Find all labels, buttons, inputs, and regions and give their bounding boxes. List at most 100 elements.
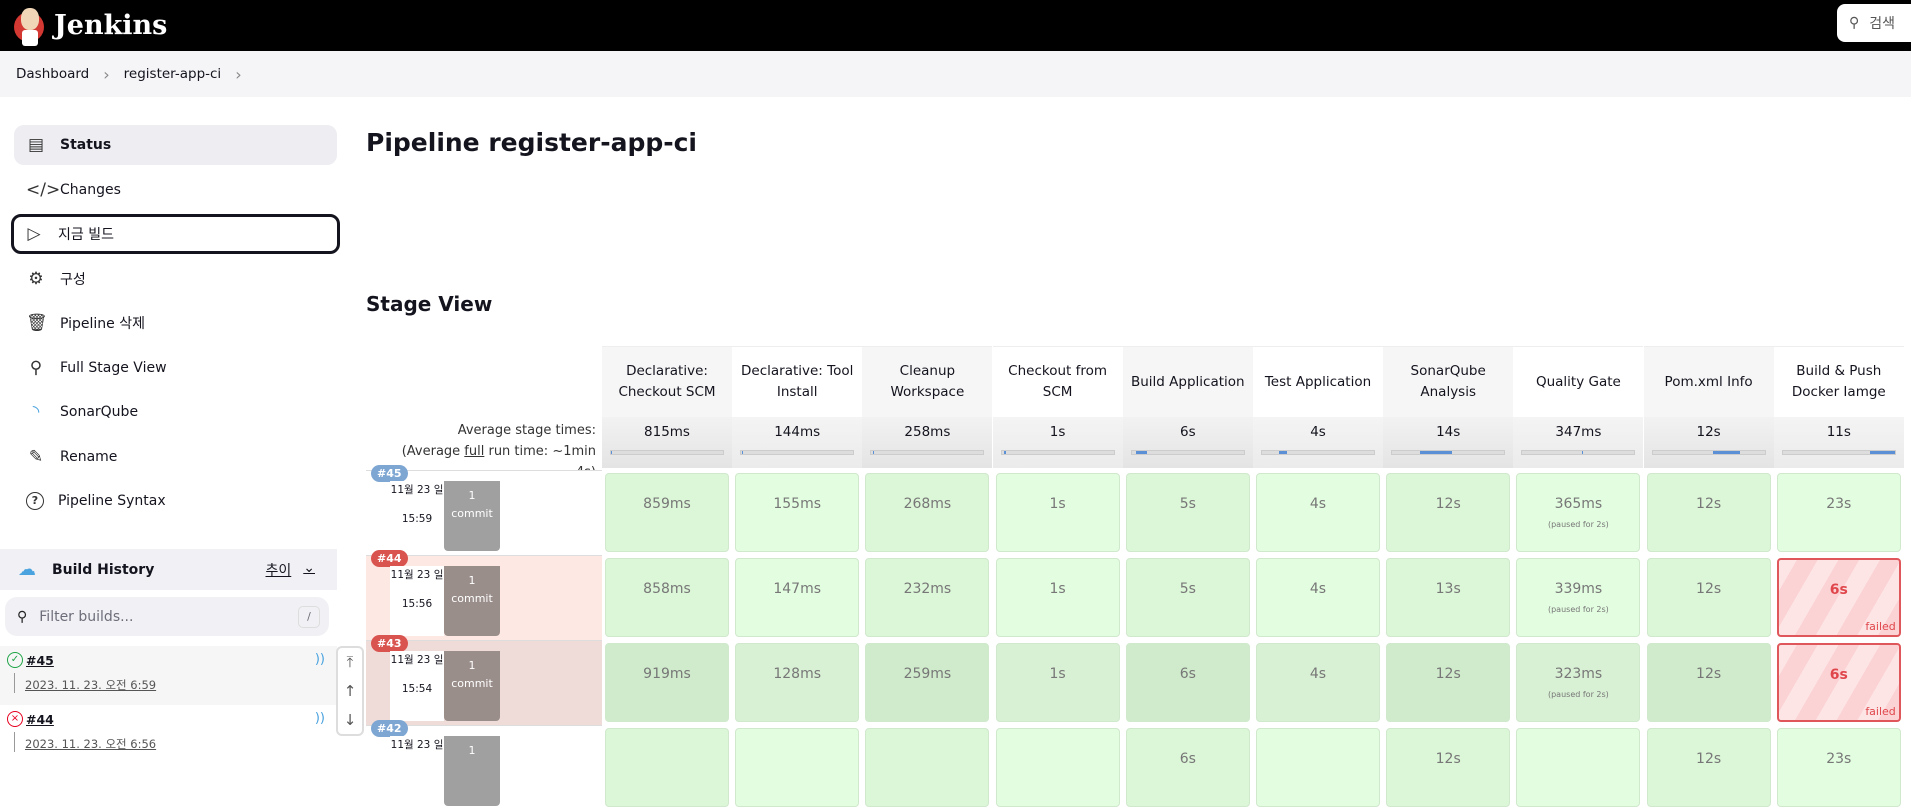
stage-cell[interactable] [605,728,729,807]
stage-cell[interactable]: 6s [1125,643,1250,722]
stage-duration: 12s [1696,751,1722,767]
stage-cell[interactable]: 1s [995,473,1120,552]
breadcrumb-dashboard[interactable]: Dashboard [16,66,90,82]
sidebar-item-pipeline-syntax[interactable]: ? Pipeline Syntax [14,481,337,521]
stage-cell[interactable]: 23s [1776,728,1901,807]
sonarqube-icon[interactable]: )) [314,711,325,726]
stage-cell[interactable]: 232ms [865,558,990,637]
sidebar-item-pipeline-삭제[interactable]: 🗑 Pipeline 삭제 [14,303,337,343]
stage-header: Quality Gate [1513,346,1644,417]
sidebar-item-full-stage-view[interactable]: ⚲ Full Stage View [14,348,337,388]
stage-cell[interactable]: 919ms [605,643,729,722]
stage-time-share-bar [610,450,724,455]
stage-cell[interactable] [995,728,1120,807]
stage-cell[interactable]: 23s [1776,473,1901,552]
stage-cell[interactable] [1256,728,1380,807]
build-badge[interactable]: #45 [371,465,408,482]
sidebar-item-지금-빌드[interactable]: ▷ 지금 빌드 [11,214,340,254]
filter-builds-input[interactable]: ⚲ Filter builds... / [5,597,329,636]
build-number-link[interactable]: #44 [26,712,54,727]
sidebar-item-label: Changes [60,181,121,198]
stage-cell[interactable]: 155ms [735,473,860,552]
search-box[interactable]: ⚲ 검색 [1837,4,1911,42]
stage-cell[interactable]: 147ms [735,558,860,637]
trend-button[interactable]: 추이 ⌄ [266,560,316,580]
stage-view-title: Stage View [366,292,493,316]
stage-cell[interactable]: 12s [1386,728,1511,807]
stage-cell[interactable]: 4s [1256,558,1380,637]
scroll-up-icon[interactable]: ↑ [343,681,357,700]
build-time: 15:59 [401,513,433,525]
stage-cell[interactable]: 859ms [605,473,729,552]
sidebar-item-changes[interactable]: </> Changes [14,170,337,210]
sidebar-item-구성[interactable]: ⚙ 구성 [14,259,337,299]
stage-header: Declarative: Tool Install [732,346,863,417]
build-badge[interactable]: #43 [371,635,408,652]
stage-cell[interactable]: 259ms [865,643,990,722]
sidebar-item-sonarqube[interactable]: ◝ SonarQube [14,392,337,432]
stage-average: 144ms [732,417,863,468]
scroll-top-icon[interactable]: ⤒ [346,653,354,672]
build-date-link[interactable]: 2023. 11. 23. 오전 6:56 [25,737,157,751]
stage-cell[interactable] [735,728,860,807]
commit-count[interactable]: 1 [444,736,500,806]
build-badge[interactable]: #44 [371,550,408,567]
sidebar-item-rename[interactable]: ✎ Rename [14,437,337,477]
breadcrumb-job[interactable]: register-app-ci [123,66,222,82]
filter-placeholder: Filter builds... [39,608,134,625]
chevron-right-icon[interactable]: › [235,64,242,84]
failed-label: failed [1865,705,1896,718]
stage-cell[interactable]: 5s [1125,558,1250,637]
stage-cell[interactable]: 12s [1386,473,1511,552]
build-run-label[interactable]: #42 11월 23 일 1 [366,720,602,810]
build-time: 15:56 [401,598,433,610]
stage-cell[interactable]: 323ms (paused for 2s) [1516,643,1641,722]
stage-cell[interactable]: 6s failed [1776,643,1901,722]
stage-cell[interactable]: 858ms [605,558,729,637]
stage-cell[interactable]: 4s [1256,643,1380,722]
scroll-down-icon[interactable]: ↓ [343,710,357,729]
commit-number: 1 [468,574,476,587]
build-number-link[interactable]: #45 [26,653,54,668]
stage-cell[interactable]: 128ms [735,643,860,722]
page-title: Pipeline register-app-ci [366,128,698,157]
sonarqube-icon[interactable]: )) [314,652,325,667]
help-icon: ? [26,492,44,510]
stage-cell[interactable]: 13s [1386,558,1511,637]
stage-cell[interactable]: 6s [1125,728,1250,807]
jenkins-logo[interactable]: Jenkins [14,6,167,46]
commit-count[interactable]: 1 commit [444,566,500,636]
history-scroll-controls: ⤒ ↑ ↓ [336,646,364,736]
stage-cell[interactable]: 12s [1646,728,1771,807]
stage-cell[interactable]: 12s [1646,558,1771,637]
build-run-label[interactable]: #43 11월 23 일 15:54 1 commit [366,635,602,725]
stage-cell[interactable]: 1s [995,558,1120,637]
stage-cell[interactable]: 4s [1256,473,1380,552]
commit-count[interactable]: 1 commit [444,651,500,721]
stage-cell[interactable]: 6s failed [1776,558,1901,637]
build-run-label[interactable]: #44 11월 23 일 15:56 1 commit [366,550,602,640]
stage-cell[interactable]: 365ms (paused for 2s) [1516,473,1641,552]
stage-cell[interactable]: 12s [1646,473,1771,552]
stage-time-share-fill [1420,451,1452,454]
stage-cell[interactable] [865,728,990,807]
full-run-link[interactable]: full [464,444,485,459]
build-date: 11월 23 일 [390,736,444,806]
stage-average: 14s [1383,417,1514,468]
stage-time-share-fill [1003,451,1007,454]
stage-cell[interactable]: 5s [1125,473,1250,552]
stage-cell[interactable] [1516,728,1641,807]
stage-duration: 12s [1435,496,1461,512]
build-badge[interactable]: #42 [371,720,408,737]
build-date-link[interactable]: 2023. 11. 23. 오전 6:59 [25,678,157,692]
stage-cell[interactable]: 339ms (paused for 2s) [1516,558,1641,637]
build-run-label[interactable]: #45 11월 23 일 15:59 1 commit [366,465,602,555]
stage-cell[interactable]: 1s [995,643,1120,722]
sidebar-item-status[interactable]: ▤ Status [14,125,337,165]
commit-count[interactable]: 1 commit [444,481,500,551]
stage-cell[interactable]: 12s [1646,643,1771,722]
stage-cell[interactable]: 268ms [865,473,990,552]
jenkins-butler-icon [14,6,46,46]
stage-cell[interactable]: 12s [1386,643,1511,722]
stage-duration: 4s [1309,581,1327,597]
